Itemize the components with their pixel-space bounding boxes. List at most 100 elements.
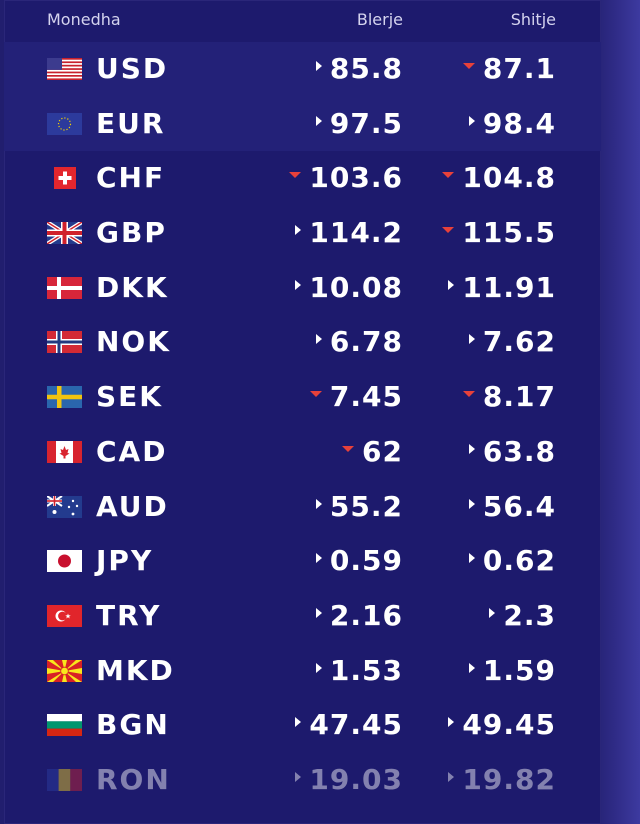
sell-rate: 63.8 [468, 435, 556, 468]
buy-rate: 97.5 [315, 107, 403, 140]
sell-rate: 49.45 [448, 708, 556, 741]
sell-rate: 104.8 [442, 161, 556, 194]
rates-list: USD 85.8 87.1 EUR 97.5 98.4 [4, 42, 601, 808]
exchange-rates-panel: Monedha Blerje Shitje USD 85.8 [4, 0, 601, 824]
unchanged-arrow-icon [448, 717, 455, 728]
unchanged-arrow-icon [295, 279, 302, 290]
unchanged-arrow-icon [468, 334, 475, 345]
unchanged-arrow-icon [489, 607, 496, 618]
down-arrow-icon [462, 391, 475, 398]
ch-flag-icon [54, 167, 76, 190]
unchanged-arrow-icon [315, 607, 322, 618]
currency-code: CHF [96, 161, 166, 195]
buy-rate: 47.45 [295, 708, 403, 741]
down-arrow-icon [289, 172, 302, 179]
ro-flag-icon [47, 768, 82, 791]
buy-rate: 6.78 [315, 325, 403, 358]
currency-code: USD [96, 52, 169, 85]
sell-rate: 87.1 [462, 52, 556, 85]
unchanged-arrow-icon [468, 553, 475, 564]
unchanged-arrow-icon [295, 225, 302, 236]
sell-rate: 115.5 [442, 216, 556, 249]
table-row: JPY 0.59 0.62 [4, 534, 601, 589]
currency-code: TRY [96, 598, 162, 632]
sell-rate: 7.62 [468, 325, 556, 358]
currency-code: RON [96, 762, 171, 796]
ca-flag-icon [47, 440, 82, 463]
sell-rate: 2.3 [489, 599, 556, 632]
down-arrow-icon [462, 63, 475, 69]
table-row: RON 19.03 19.82 [4, 753, 601, 808]
eu-flag-icon [47, 112, 82, 135]
unchanged-arrow-icon [295, 717, 302, 728]
unchanged-arrow-icon [315, 498, 322, 509]
currency-code: MKD [96, 653, 175, 687]
sell-rate: 11.91 [448, 271, 556, 304]
buy-rate: 19.03 [295, 763, 403, 796]
sell-rate: 98.4 [468, 107, 556, 140]
unchanged-arrow-icon [448, 279, 455, 290]
sell-rate: 8.17 [462, 380, 556, 413]
buy-rate: 55.2 [315, 490, 403, 523]
sell-rate: 1.59 [468, 654, 556, 687]
unchanged-arrow-icon [468, 498, 475, 509]
no-flag-icon [47, 331, 82, 354]
table-row: BGN 47.45 49.45 [4, 698, 601, 753]
table-row: TRY 2.16 2.3 [4, 589, 601, 644]
unchanged-arrow-icon [295, 771, 302, 782]
currency-code: NOK [96, 325, 171, 359]
buy-rate: 103.6 [289, 161, 403, 194]
table-row: MKD 1.53 1.59 [4, 644, 601, 699]
buy-rate: 10.08 [295, 271, 403, 304]
currency-code: CAD [96, 434, 168, 468]
buy-rate: 2.16 [315, 599, 403, 632]
buy-rate: 114.2 [295, 216, 403, 249]
sell-rate: 56.4 [468, 490, 556, 523]
down-arrow-icon [442, 172, 455, 179]
currency-code: EUR [96, 106, 166, 140]
buy-column-header: Blerje [356, 10, 403, 29]
table-row: CAD 62 63.8 [4, 425, 601, 480]
buy-rate: 0.59 [315, 544, 403, 577]
buy-rate: 7.45 [309, 380, 403, 413]
down-arrow-icon [442, 227, 455, 234]
unchanged-arrow-icon [315, 61, 322, 71]
tr-flag-icon [47, 604, 82, 627]
down-arrow-icon [309, 391, 322, 398]
unchanged-arrow-icon [315, 334, 322, 345]
table-row: USD 85.8 87.1 [4, 42, 601, 97]
currency-code: DKK [96, 270, 169, 304]
table-row: SEK 7.45 8.17 [4, 370, 601, 425]
table-row: NOK 6.78 7.62 [4, 315, 601, 370]
currency-code: GBP [96, 216, 167, 250]
unchanged-arrow-icon [468, 115, 475, 126]
currency-code: JPY [96, 544, 154, 578]
bg-flag-icon [47, 714, 82, 737]
sell-rate: 0.62 [468, 544, 556, 577]
table-row: CHF 103.6 104.8 [4, 151, 601, 206]
side-scroll-strip [601, 0, 640, 824]
se-flag-icon [47, 386, 82, 409]
table-row: EUR 97.5 98.4 [4, 96, 601, 152]
dk-flag-icon [47, 276, 82, 299]
mk-flag-icon [47, 659, 82, 682]
currency-code: AUD [96, 489, 169, 523]
currency-column-header: Monedha [47, 10, 121, 29]
unchanged-arrow-icon [468, 443, 475, 454]
currency-code: SEK [96, 380, 163, 414]
buy-rate: 85.8 [315, 52, 403, 85]
unchanged-arrow-icon [468, 662, 475, 673]
table-row: GBP 114.2 115.5 [4, 206, 601, 261]
sell-rate: 19.82 [448, 763, 556, 796]
table-header: Monedha Blerje Shitje [4, 0, 601, 42]
currency-code: BGN [96, 708, 170, 742]
unchanged-arrow-icon [315, 115, 322, 126]
us-flag-icon [47, 58, 82, 80]
sell-column-header: Shitje [510, 10, 556, 29]
unchanged-arrow-icon [315, 553, 322, 564]
au-flag-icon [47, 495, 82, 518]
table-row: DKK 10.08 11.91 [4, 261, 601, 316]
gb-flag-icon [47, 222, 82, 245]
down-arrow-icon [342, 445, 355, 452]
buy-rate: 1.53 [315, 654, 403, 687]
